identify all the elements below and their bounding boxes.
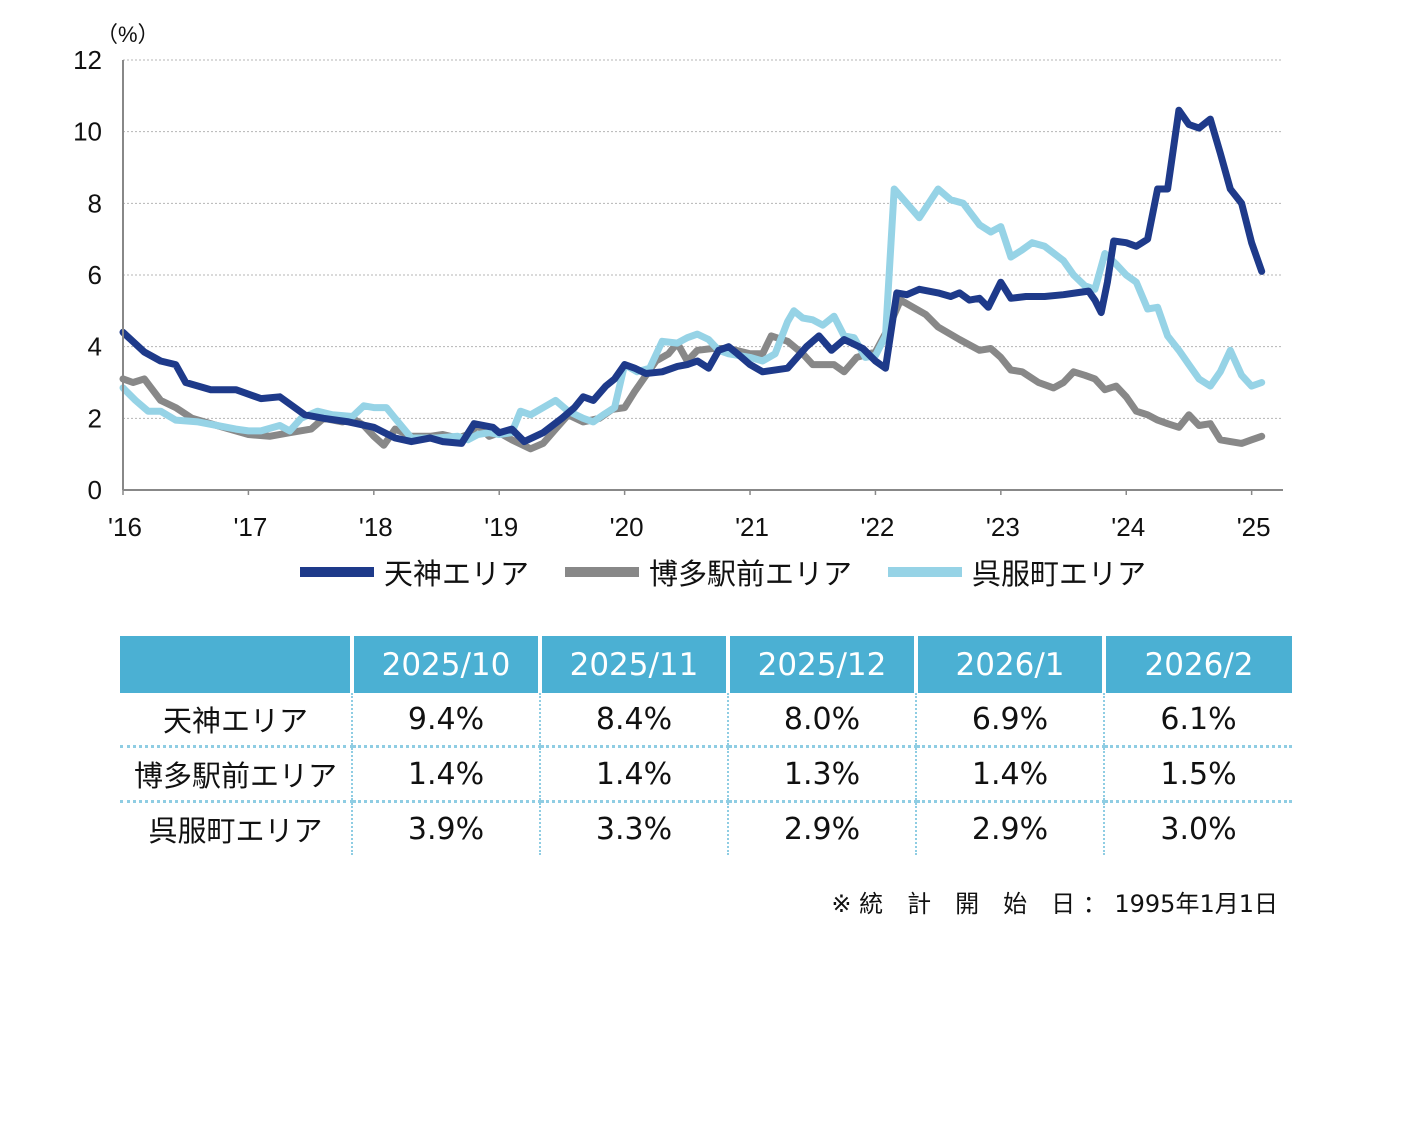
table-cell: 1.5% bbox=[1103, 746, 1292, 803]
table-cell: 6.1% bbox=[1103, 693, 1292, 748]
series-line-1 bbox=[119, 106, 1266, 447]
vacancy-rate-table: 2025/10 2025/11 2025/12 2026/1 2026/2 天神… bbox=[120, 636, 1292, 855]
table-header-cell: 2025/10 bbox=[350, 636, 540, 693]
table-row-label: 呉服町エリア bbox=[148, 814, 323, 848]
legend-item: 天神エリア bbox=[300, 551, 529, 593]
y-tick-label: 8 bbox=[88, 188, 102, 218]
legend-item: 呉服町エリア bbox=[888, 551, 1146, 593]
table-cell: 8.0% bbox=[727, 693, 916, 748]
table-cell: 2.9% bbox=[727, 801, 916, 855]
table-cell: 1.4% bbox=[539, 746, 728, 803]
table-cell: 9.4% bbox=[351, 693, 540, 748]
table-row-label: 博多駅前エリア bbox=[120, 746, 352, 803]
x-tick-label: '22 bbox=[860, 512, 894, 542]
y-tick-labels: 0 2 4 6 8 10 12 bbox=[73, 45, 102, 505]
table-row-label: 天神エリア bbox=[120, 693, 352, 748]
table-cell: 1.4% bbox=[351, 746, 540, 803]
statistics-start-note: ※ 統 計 開 始 日 ： 1995年1月1日 bbox=[831, 890, 1278, 918]
y-tick-label: 4 bbox=[88, 332, 102, 362]
table-cell: 1.3% bbox=[727, 746, 916, 803]
legend-swatch bbox=[300, 567, 374, 577]
table-cell: 8.4% bbox=[539, 693, 728, 748]
legend-swatch bbox=[565, 567, 640, 577]
table-header-cell: 2026/2 bbox=[1102, 636, 1292, 693]
table-cell: 3.3% bbox=[539, 801, 728, 855]
table-header-row: 2025/10 2025/11 2025/12 2026/1 2026/2 bbox=[120, 636, 1292, 693]
vacancy-rate-line-chart: （%） 0 2 4 6 8 10 12 '16 '17 '18 '19 '20 '21 '22 '23 '2… bbox=[73, 22, 1283, 542]
x-tick-labels: '16 '17 '18 '19 '20 '21 '22 '23 '24 '25 bbox=[108, 512, 1271, 542]
x-tick-label: '19 bbox=[484, 512, 518, 542]
legend-label: 天神エリア bbox=[384, 557, 530, 591]
x-tick-label: '17 bbox=[233, 512, 267, 542]
x-tick-label: '24 bbox=[1111, 512, 1145, 542]
legend-label: 博多駅前エリア bbox=[649, 557, 853, 591]
table-cell: 1.4% bbox=[915, 746, 1104, 803]
y-tick-label: 2 bbox=[88, 403, 102, 433]
axes bbox=[122, 60, 1283, 495]
x-tick-label: '21 bbox=[735, 512, 769, 542]
table-header-cell: 2026/1 bbox=[914, 636, 1104, 693]
table-cell: 6.9% bbox=[915, 693, 1104, 748]
table-cell: 2.9% bbox=[915, 801, 1104, 855]
y-axis-unit-label: （%） bbox=[96, 22, 160, 47]
legend-item: 博多駅前エリア bbox=[565, 551, 852, 593]
legend-label: 呉服町エリア bbox=[972, 557, 1147, 591]
x-tick-label: '25 bbox=[1237, 512, 1271, 542]
x-tick-label: '23 bbox=[986, 512, 1020, 542]
y-tick-label: 12 bbox=[73, 45, 102, 75]
table-cell: 3.9% bbox=[351, 801, 540, 855]
series-line-3 bbox=[119, 185, 1266, 444]
table-row: 博多駅前エリア 1.4% 1.4% 1.3% 1.4% 1.5% bbox=[120, 746, 1292, 803]
chart-legend: 天神エリア 博多駅前エリア 呉服町エリア bbox=[300, 552, 1182, 592]
table-header-cell bbox=[120, 636, 352, 693]
y-tick-label: 6 bbox=[88, 260, 102, 290]
table-row: 呉服町エリア 3.9% 3.3% 2.9% 2.9% 3.0% bbox=[120, 801, 1292, 855]
table-cell: 3.0% bbox=[1103, 801, 1292, 855]
x-tick-label: '18 bbox=[359, 512, 393, 542]
y-tick-label: 10 bbox=[73, 117, 102, 147]
table-row: 天神エリア 9.4% 8.4% 8.0% 6.9% 6.1% bbox=[120, 693, 1292, 748]
x-tick-label: '20 bbox=[610, 512, 644, 542]
table-header-cell: 2025/11 bbox=[538, 636, 728, 693]
legend-swatch bbox=[888, 567, 963, 577]
x-tick-label: '16 bbox=[108, 512, 142, 542]
series-lines bbox=[119, 106, 1266, 453]
y-tick-label: 0 bbox=[88, 475, 102, 505]
table-header-cell: 2025/12 bbox=[726, 636, 916, 693]
